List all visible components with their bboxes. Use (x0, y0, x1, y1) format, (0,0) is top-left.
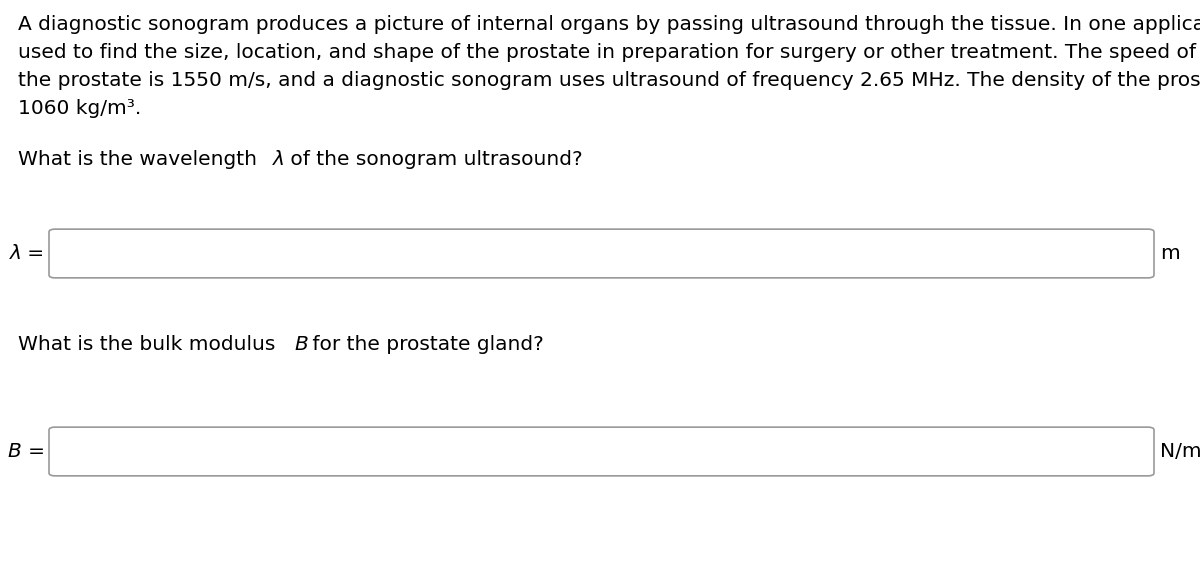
Text: for the prostate gland?: for the prostate gland? (306, 335, 544, 354)
Text: 1060 kg/m³.: 1060 kg/m³. (18, 99, 142, 118)
FancyBboxPatch shape (49, 427, 1154, 476)
Text: What is the bulk modulus: What is the bulk modulus (18, 335, 282, 354)
Text: the prostate is 1550 m/s, and a diagnostic sonogram uses ultrasound of frequency: the prostate is 1550 m/s, and a diagnost… (18, 71, 1200, 90)
Text: B =: B = (8, 442, 46, 461)
Text: m: m (1160, 244, 1180, 263)
Text: What is the wavelength: What is the wavelength (18, 150, 263, 169)
Text: B: B (295, 335, 308, 354)
Text: used to find the size, location, and shape of the prostate in preparation for su: used to find the size, location, and sha… (18, 43, 1200, 62)
Text: A diagnostic sonogram produces a picture of internal organs by passing ultrasoun: A diagnostic sonogram produces a picture… (18, 15, 1200, 34)
Text: λ: λ (272, 150, 284, 169)
Text: N/m²: N/m² (1160, 442, 1200, 461)
FancyBboxPatch shape (49, 229, 1154, 278)
Text: λ =: λ = (10, 244, 46, 263)
Text: of the sonogram ultrasound?: of the sonogram ultrasound? (284, 150, 582, 169)
